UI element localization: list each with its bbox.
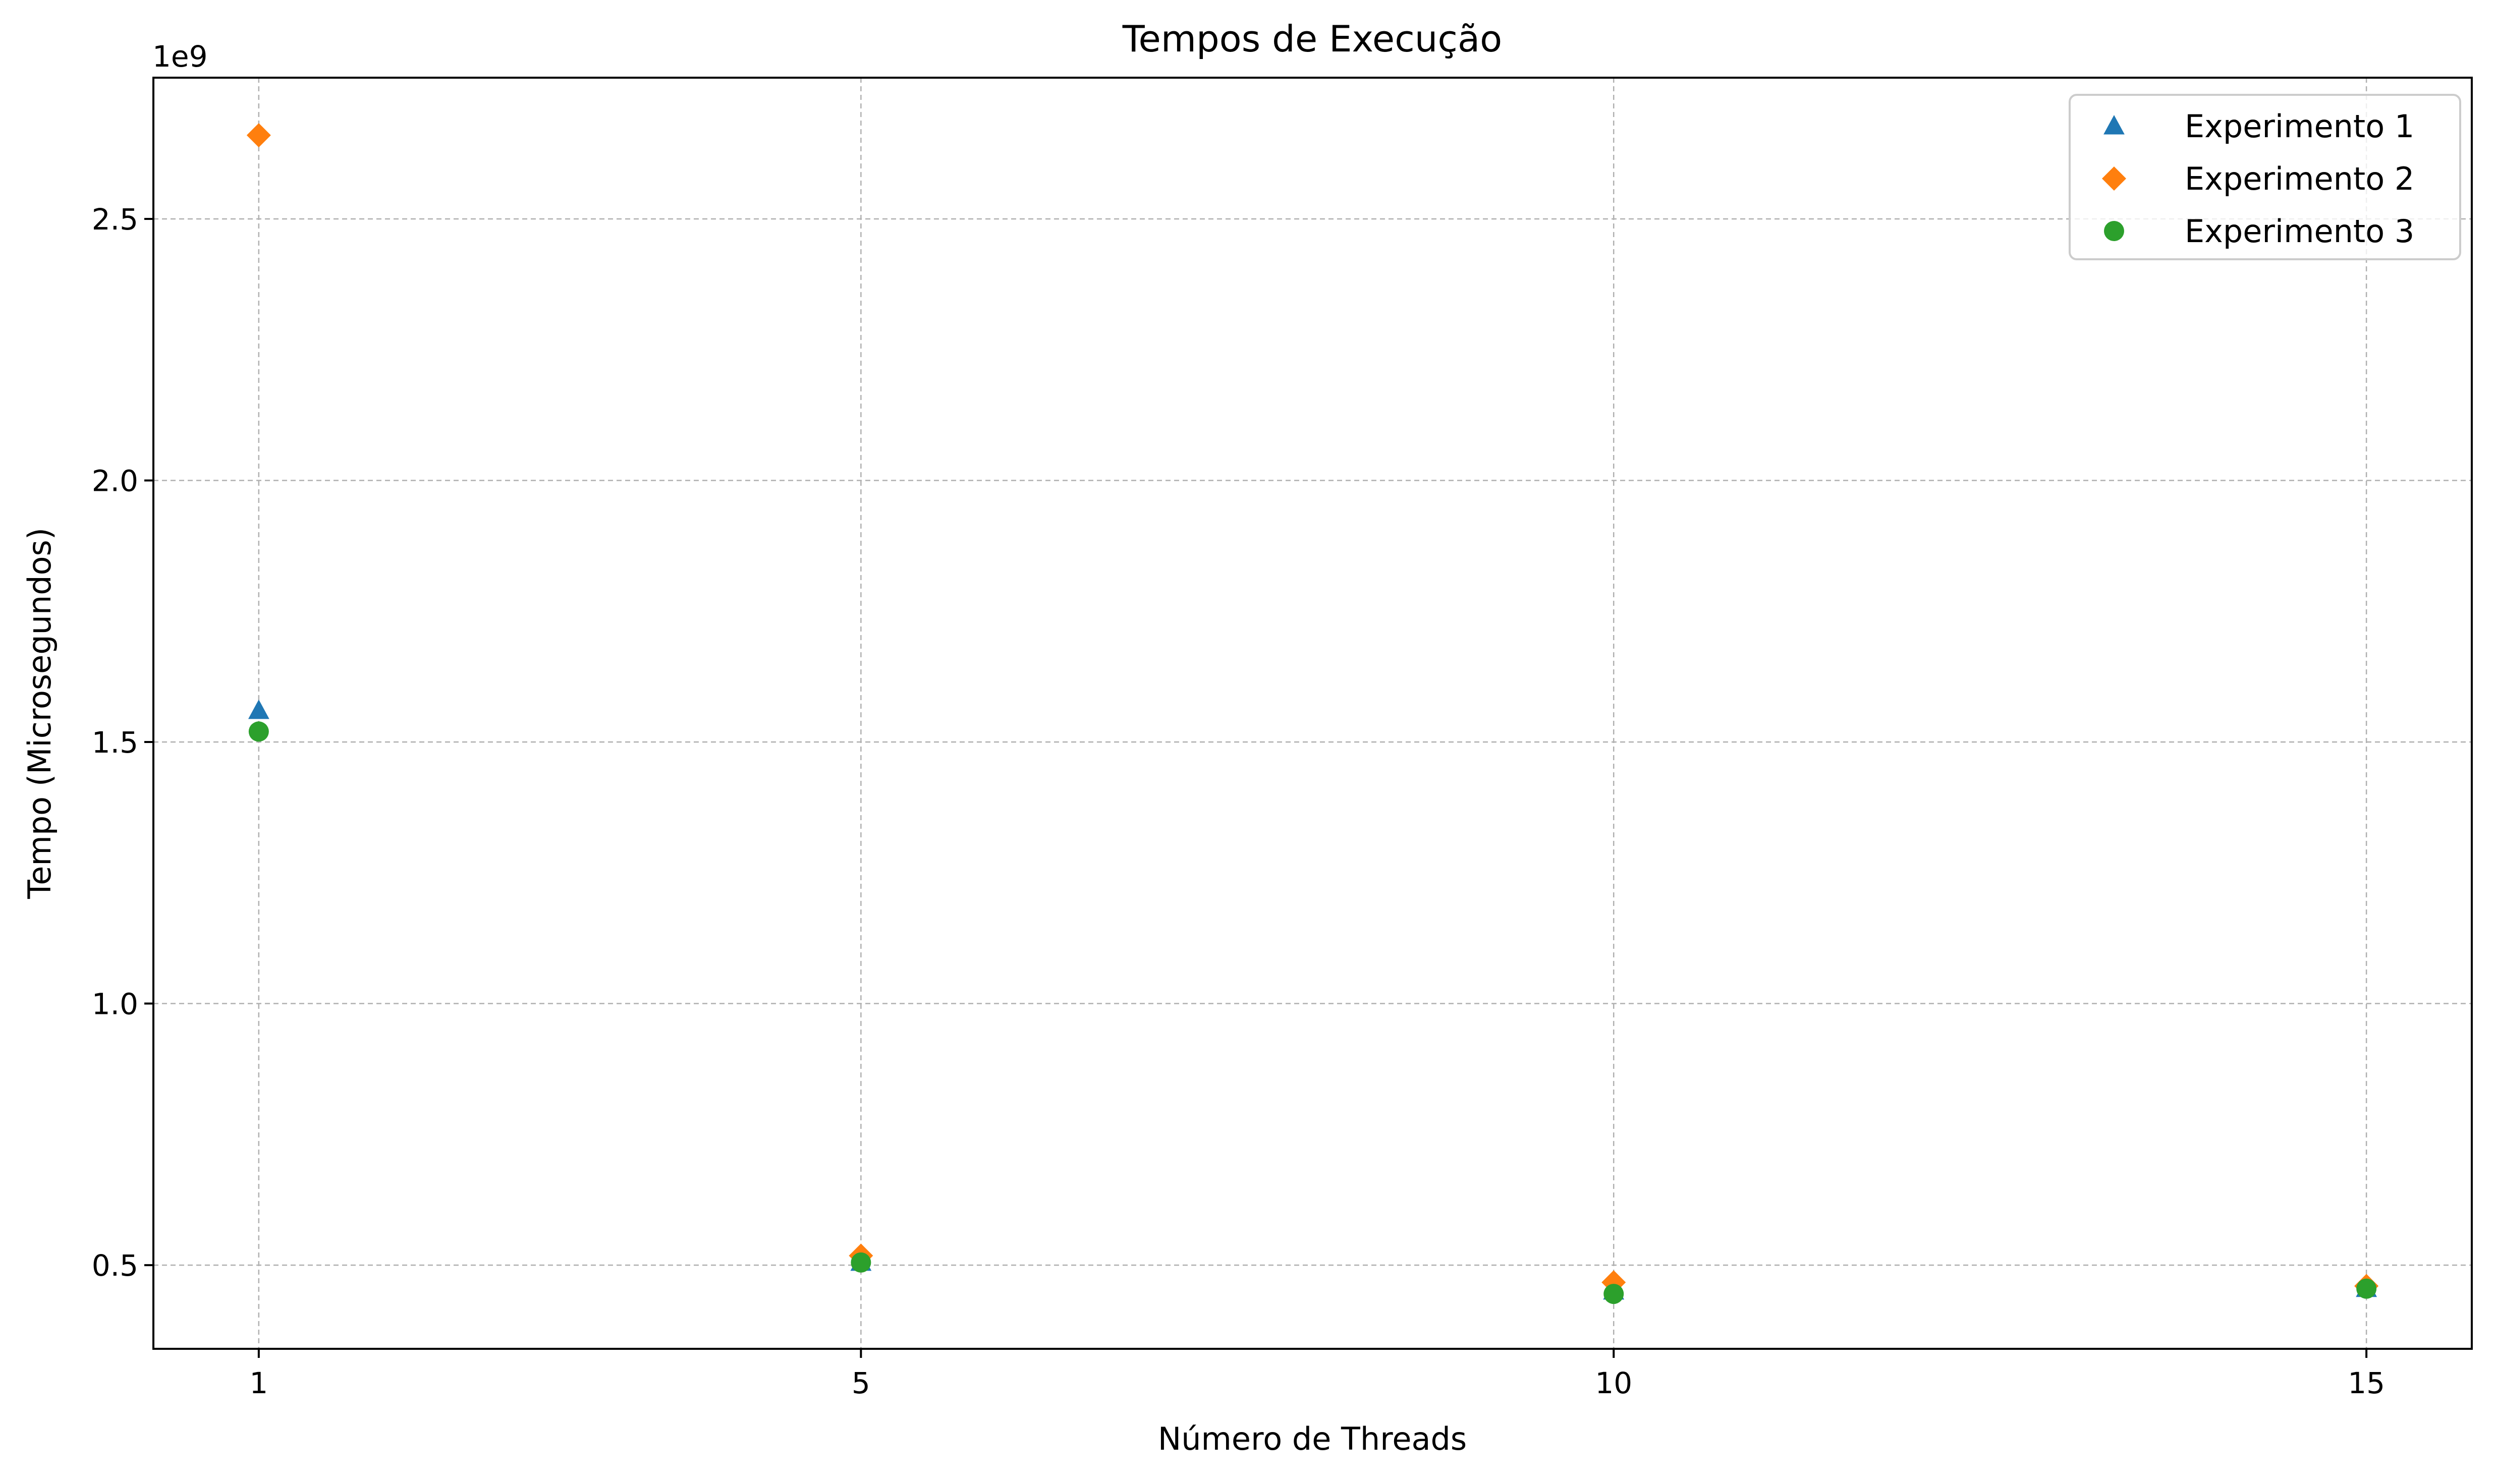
y-tick-label: 2.0: [92, 464, 138, 498]
y-offset-label: 1e9: [152, 39, 208, 74]
y-axis: 0.5 1.0 1.5 2.0 2.5: [92, 202, 153, 1283]
data-point: [248, 699, 269, 719]
legend-item: Experimento 3: [2104, 213, 2414, 250]
legend-item: Experimento 1: [2103, 108, 2414, 145]
legend-marker: [2104, 221, 2124, 241]
legend-marker: [2102, 166, 2126, 191]
data-point: [2356, 1278, 2377, 1299]
chart-title: Tempos de Execução: [1122, 18, 1502, 60]
x-tick-label: 10: [1595, 1366, 1632, 1400]
data-point: [851, 1252, 871, 1273]
data-point: [246, 123, 271, 148]
legend-marker: [2103, 115, 2125, 135]
legend-box: [2069, 94, 2461, 260]
data-point: [1603, 1284, 1624, 1304]
y-tick-label: 1.5: [92, 725, 138, 760]
data-points: [246, 123, 2379, 1304]
legend: Experimento 1 Experimento 2 Experimento 3: [2069, 94, 2461, 260]
legend-label: Experimento 2: [2185, 160, 2414, 197]
x-tick-label: 15: [2348, 1366, 2385, 1400]
series-experimento-3: [248, 721, 2377, 1304]
y-tick-label: 1.0: [92, 987, 138, 1021]
legend-item: Experimento 2: [2102, 160, 2414, 197]
legend-label: Experimento 1: [2185, 108, 2414, 145]
y-tick-label: 2.5: [92, 202, 138, 237]
x-axis-label: Número de Threads: [1158, 1420, 1467, 1457]
x-tick-label: 5: [852, 1366, 870, 1400]
y-tick-label: 0.5: [92, 1248, 138, 1283]
x-axis: 1 5 10 15: [249, 1349, 2385, 1400]
y-axis-label: Tempo (Microsegundos): [21, 528, 58, 899]
plot-frame: [152, 77, 2473, 1350]
legend-label: Experimento 3: [2185, 213, 2414, 250]
x-tick-label: 1: [249, 1366, 268, 1400]
data-point: [248, 721, 269, 742]
